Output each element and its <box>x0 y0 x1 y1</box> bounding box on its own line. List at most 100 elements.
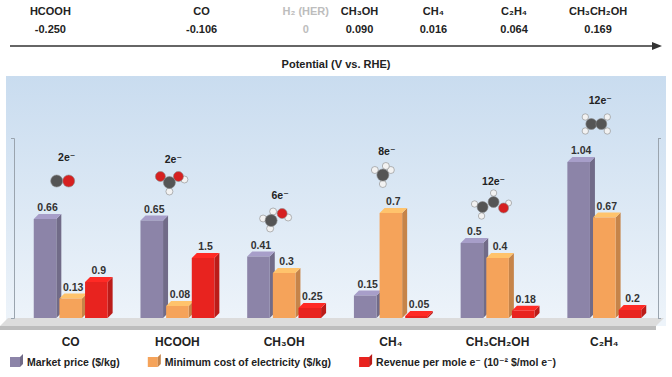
bar-side <box>108 277 113 318</box>
atom <box>277 209 287 219</box>
data-label: 1.5 <box>198 240 213 252</box>
potential-item-value: 0 <box>303 23 309 35</box>
tick <box>658 138 661 139</box>
potential-item-value: 0.016 <box>420 23 448 35</box>
legend-label: Market price ($/kg) <box>27 356 120 368</box>
bar <box>273 273 296 318</box>
bar-top <box>247 252 275 257</box>
atom <box>604 114 610 120</box>
bar-side <box>509 253 514 318</box>
legend: Market price ($/kg) Minimum cost of elect… <box>10 354 556 368</box>
bar-top <box>273 268 301 273</box>
bar-top <box>593 213 621 218</box>
atom <box>270 208 277 215</box>
tick-mark <box>11 318 14 319</box>
tick-mark <box>11 138 14 139</box>
bar <box>299 308 322 318</box>
bar <box>247 257 270 319</box>
atom <box>163 177 175 189</box>
bar-top <box>486 253 514 258</box>
category-label: CH₃CH₂OH <box>466 335 530 349</box>
electron-label: 6e⁻ <box>272 189 289 201</box>
floor-top <box>0 318 664 326</box>
bar <box>354 296 377 319</box>
potential-axis-line <box>10 45 652 47</box>
data-label: 0.3 <box>279 255 294 267</box>
bar <box>192 258 215 318</box>
bar-side <box>616 213 621 319</box>
bar-top <box>512 306 540 311</box>
bar <box>166 306 189 318</box>
atom <box>488 197 499 208</box>
tick <box>658 318 661 319</box>
atom <box>596 119 607 130</box>
data-label: 0.18 <box>516 293 537 305</box>
y2-axis <box>658 139 661 319</box>
potential-item-name: CH₃OH <box>341 5 379 17</box>
data-label: 0.66 <box>37 201 58 213</box>
electron-label: 8e⁻ <box>378 145 395 157</box>
atom <box>586 119 597 130</box>
data-label: 0.15 <box>357 278 378 290</box>
axis-line <box>11 139 15 319</box>
data-label: 0.9 <box>92 264 107 276</box>
data-label: 0.65 <box>144 203 165 215</box>
atom <box>582 128 588 134</box>
bar <box>380 213 403 318</box>
atom <box>478 213 484 219</box>
bar <box>512 311 535 318</box>
potential-scale: HCOOH-0.250CO-0.106H₂ (HER)0CH₃OH0.090CH… <box>10 5 662 70</box>
legend-swatch-side <box>20 354 23 367</box>
legend-label: Revenue per mole e⁻ (10⁻² $/mol e⁻) <box>376 356 556 368</box>
potential-item-value: 0.064 <box>500 23 528 35</box>
tick-mark <box>658 318 661 319</box>
tick <box>11 318 14 319</box>
bar-side <box>402 208 407 318</box>
legend-item: Market price ($/kg) <box>10 354 120 368</box>
atom <box>582 114 588 120</box>
legend-item: Revenue per mole e⁻ (10⁻² $/mol e⁻) <box>359 354 556 368</box>
bar-top <box>567 157 595 162</box>
bar-side <box>163 216 168 319</box>
bar <box>59 299 82 319</box>
bars <box>34 157 646 318</box>
potential-item-value: 0.169 <box>584 23 612 35</box>
category-label: C₂H₄ <box>590 335 619 349</box>
molecule-icon <box>371 163 394 188</box>
atom <box>471 201 477 207</box>
atom <box>51 175 63 187</box>
bar <box>619 310 642 318</box>
bar <box>593 218 616 319</box>
legend-label: Minimum cost of electricity ($/kg) <box>165 356 331 368</box>
electron-label: 2e⁻ <box>58 151 75 163</box>
bar-side <box>214 253 219 318</box>
category-label: CO <box>62 335 80 349</box>
atom <box>265 215 277 227</box>
tick <box>11 138 14 139</box>
data-label: 0.13 <box>63 281 84 293</box>
data-label: 1.04 <box>571 144 592 156</box>
potential-item-name: CH₃CH₂OH <box>569 5 627 17</box>
molecule-icon <box>155 172 188 196</box>
molecule-icon <box>471 190 511 219</box>
bar-top <box>619 305 647 310</box>
bar <box>405 316 428 318</box>
data-label: 0.5 <box>467 225 482 237</box>
potential-item-name: CH₄ <box>423 5 444 17</box>
atom <box>477 202 488 213</box>
molecule-icon <box>582 114 610 134</box>
potential-item-name: H₂ (HER) <box>283 5 330 17</box>
y-axis <box>11 139 15 319</box>
electron-label: 2e⁻ <box>165 153 182 165</box>
molecule-icon <box>260 208 292 232</box>
category-label: CH₃OH <box>264 335 305 349</box>
potential-axis-title: Potential (V vs. RHE) <box>282 58 391 70</box>
bar-top <box>85 277 113 282</box>
category-label: HCOOH <box>155 335 200 349</box>
legend-item: Minimum cost of electricity ($/kg) <box>148 354 331 368</box>
bar-top <box>354 291 382 296</box>
bar-top <box>299 303 327 308</box>
potential-item-name: C₂H₄ <box>501 5 527 17</box>
bar-top <box>140 216 168 221</box>
data-label: 0.2 <box>625 292 640 304</box>
